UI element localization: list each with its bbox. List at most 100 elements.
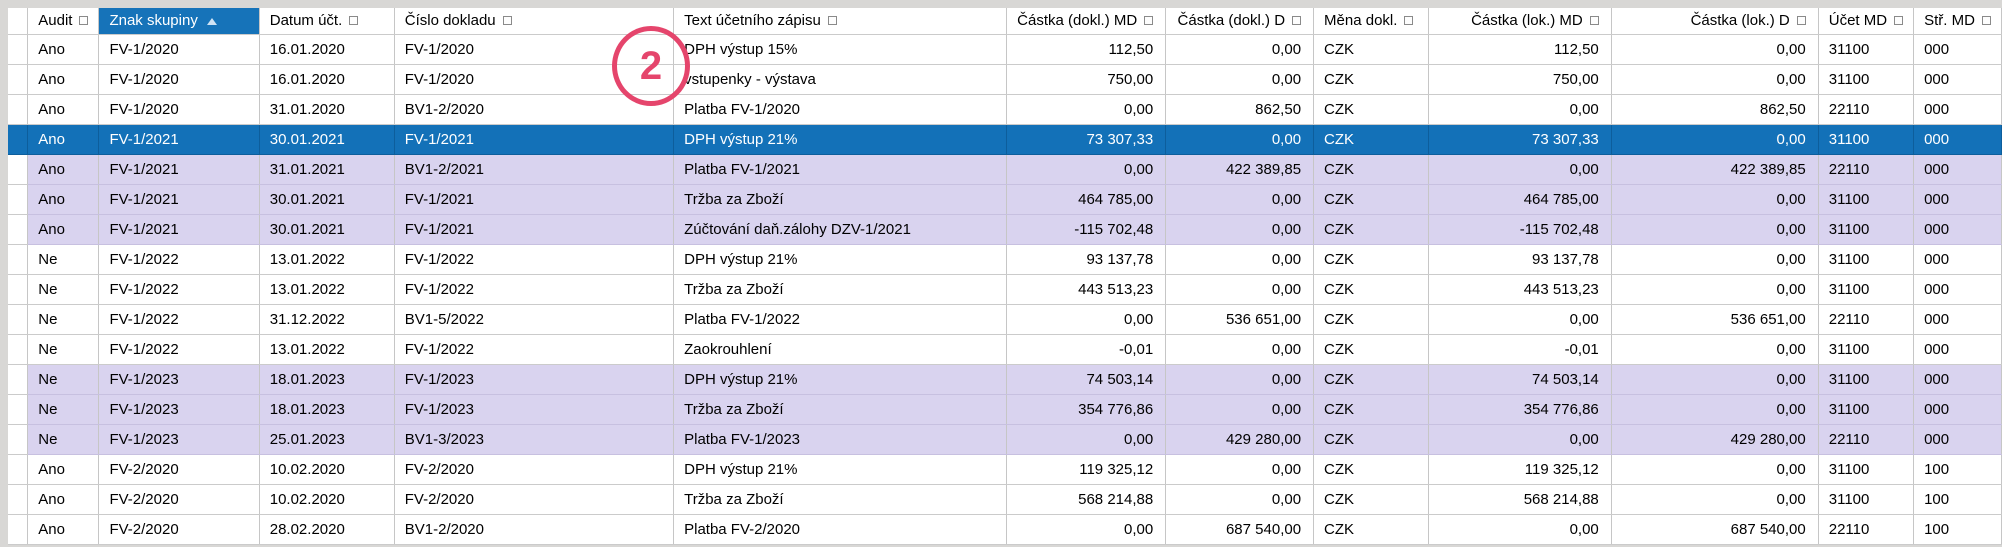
cell-datum-uct[interactable]: 30.01.2021 xyxy=(259,124,395,155)
cell-castka-dokl-d[interactable]: 0,00 xyxy=(1165,34,1315,65)
cell-datum-uct[interactable]: 28.02.2020 xyxy=(259,514,395,545)
cell-mena-dokl[interactable]: CZK xyxy=(1313,424,1429,455)
cell-castka-dokl-md[interactable]: 0,00 xyxy=(1006,514,1167,545)
filter-square-icon[interactable] xyxy=(349,16,359,26)
cell-ucet-md[interactable]: 22110 xyxy=(1818,154,1915,185)
cell-castka-dokl-md[interactable]: 443 513,23 xyxy=(1006,274,1167,305)
cell-castka-lok-md[interactable]: 112,50 xyxy=(1428,34,1612,65)
table-row[interactable]: Ano FV-2/2020 10.02.2020 FV-2/2020 DPH výstu… xyxy=(8,454,2002,485)
filter-square-icon[interactable] xyxy=(1144,16,1154,26)
cell-datum-uct[interactable]: 18.01.2023 xyxy=(259,394,395,425)
cell-audit[interactable]: Ne xyxy=(27,394,100,425)
cell-castka-lok-d[interactable]: 422 389,85 xyxy=(1611,154,1819,185)
cell-audit[interactable]: Ne xyxy=(27,364,100,395)
cell-castka-dokl-d[interactable]: 429 280,00 xyxy=(1165,424,1315,455)
filter-square-icon[interactable] xyxy=(1589,16,1599,26)
cell-castka-dokl-d[interactable]: 862,50 xyxy=(1165,94,1315,125)
cell-castka-lok-md[interactable]: 74 503,14 xyxy=(1428,364,1612,395)
filter-square-icon[interactable] xyxy=(1796,16,1806,26)
row-selector-cell[interactable] xyxy=(8,514,29,545)
cell-datum-uct[interactable]: 13.01.2022 xyxy=(259,334,395,365)
cell-ucet-md[interactable]: 31100 xyxy=(1818,334,1915,365)
table-row[interactable]: Ne FV-1/2022 13.01.2022 FV-1/2022 DPH výstup… xyxy=(8,244,2002,275)
cell-str-md[interactable]: 100 xyxy=(1913,514,2002,545)
cell-cislo-dokladu[interactable]: FV-1/2021 xyxy=(394,124,675,155)
cell-datum-uct[interactable]: 10.02.2020 xyxy=(259,454,395,485)
table-row[interactable]: Ano FV-2/2020 28.02.2020 BV1-2/2020 Platba F… xyxy=(8,514,2002,545)
cell-castka-dokl-d[interactable]: 0,00 xyxy=(1165,244,1315,275)
row-selector-cell[interactable] xyxy=(8,454,29,485)
cell-castka-dokl-d[interactable]: 0,00 xyxy=(1165,274,1315,305)
cell-ucet-md[interactable]: 31100 xyxy=(1818,244,1915,275)
column-header-text-zapisu[interactable]: Text účetního zápisu xyxy=(673,8,1008,35)
cell-audit[interactable]: Ne xyxy=(27,244,100,275)
cell-castka-lok-md[interactable]: 0,00 xyxy=(1428,304,1612,335)
cell-castka-lok-d[interactable]: 0,00 xyxy=(1611,334,1819,365)
row-selector-cell[interactable] xyxy=(8,94,29,125)
cell-datum-uct[interactable]: 16.01.2020 xyxy=(259,64,395,95)
cell-znak-skupiny[interactable]: FV-1/2022 xyxy=(98,244,260,275)
cell-datum-uct[interactable]: 30.01.2021 xyxy=(259,214,395,245)
cell-audit[interactable]: Ano xyxy=(27,94,100,125)
cell-castka-lok-md[interactable]: 354 776,86 xyxy=(1428,394,1612,425)
cell-text-zapisu[interactable]: vstupenky - výstava xyxy=(673,64,1008,95)
cell-znak-skupiny[interactable]: FV-1/2023 xyxy=(98,364,260,395)
cell-castka-lok-d[interactable]: 429 280,00 xyxy=(1611,424,1819,455)
cell-audit[interactable]: Ano xyxy=(27,514,100,545)
cell-audit[interactable]: Ano xyxy=(27,484,100,515)
cell-castka-lok-md[interactable]: 443 513,23 xyxy=(1428,274,1612,305)
cell-castka-dokl-md[interactable]: 0,00 xyxy=(1006,94,1167,125)
cell-cislo-dokladu[interactable]: FV-1/2022 xyxy=(394,244,675,275)
cell-castka-dokl-d[interactable]: 0,00 xyxy=(1165,64,1315,95)
cell-ucet-md[interactable]: 31100 xyxy=(1818,184,1915,215)
cell-datum-uct[interactable]: 31.01.2020 xyxy=(259,94,395,125)
column-header-castka-lok-md[interactable]: Částka (lok.) MD xyxy=(1428,8,1612,35)
cell-castka-dokl-md[interactable]: 119 325,12 xyxy=(1006,454,1167,485)
column-header-cislo-dokladu[interactable]: Číslo dokladu xyxy=(394,8,675,35)
table-row[interactable]: Ano FV-1/2021 30.01.2021 FV-1/2021 Tržba za … xyxy=(8,184,2002,215)
cell-castka-lok-md[interactable]: 750,00 xyxy=(1428,64,1612,95)
column-header-audit[interactable]: Audit xyxy=(27,8,100,35)
cell-audit[interactable]: Ano xyxy=(27,454,100,485)
cell-text-zapisu[interactable]: Zúčtování daň.zálohy DZV-1/2021 xyxy=(673,214,1008,245)
cell-ucet-md[interactable]: 22110 xyxy=(1818,94,1915,125)
cell-audit[interactable]: Ano xyxy=(27,154,100,185)
cell-castka-dokl-md[interactable]: 74 503,14 xyxy=(1006,364,1167,395)
cell-castka-lok-md[interactable]: 0,00 xyxy=(1428,514,1612,545)
cell-znak-skupiny[interactable]: FV-1/2021 xyxy=(98,214,260,245)
row-selector-cell[interactable] xyxy=(8,274,29,305)
cell-castka-dokl-md[interactable]: 354 776,86 xyxy=(1006,394,1167,425)
cell-castka-dokl-md[interactable]: -0,01 xyxy=(1006,334,1167,365)
row-selector-cell[interactable] xyxy=(8,394,29,425)
cell-castka-lok-d[interactable]: 0,00 xyxy=(1611,34,1819,65)
cell-mena-dokl[interactable]: CZK xyxy=(1313,274,1429,305)
row-selector-cell[interactable] xyxy=(8,154,29,185)
cell-castka-lok-md[interactable]: -0,01 xyxy=(1428,334,1612,365)
cell-castka-lok-d[interactable]: 536 651,00 xyxy=(1611,304,1819,335)
cell-castka-dokl-d[interactable]: 536 651,00 xyxy=(1165,304,1315,335)
cell-text-zapisu[interactable]: Zaokrouhlení xyxy=(673,334,1008,365)
cell-castka-lok-d[interactable]: 0,00 xyxy=(1611,394,1819,425)
table-row-selected[interactable]: Ano FV-1/2021 30.01.2021 FV-1/2021 DPH výstu… xyxy=(8,124,2002,155)
cell-datum-uct[interactable]: 31.12.2022 xyxy=(259,304,395,335)
table-row[interactable]: Ne FV-1/2022 31.12.2022 BV1-5/2022 Platba FV… xyxy=(8,304,2002,335)
cell-znak-skupiny[interactable]: FV-2/2020 xyxy=(98,514,260,545)
filter-square-icon[interactable] xyxy=(827,16,837,26)
cell-str-md[interactable]: 000 xyxy=(1913,334,2002,365)
cell-znak-skupiny[interactable]: FV-2/2020 xyxy=(98,454,260,485)
cell-audit[interactable]: Ano xyxy=(27,124,100,155)
cell-str-md[interactable]: 000 xyxy=(1913,214,2002,245)
cell-str-md[interactable]: 000 xyxy=(1913,424,2002,455)
cell-castka-dokl-md[interactable]: 0,00 xyxy=(1006,154,1167,185)
cell-mena-dokl[interactable]: CZK xyxy=(1313,184,1429,215)
column-header-castka-lok-d[interactable]: Částka (lok.) D xyxy=(1611,8,1819,35)
cell-audit[interactable]: Ne xyxy=(27,334,100,365)
row-selector-cell[interactable] xyxy=(8,244,29,275)
cell-ucet-md[interactable]: 22110 xyxy=(1818,304,1915,335)
table-row[interactable]: Ano FV-1/2021 30.01.2021 FV-1/2021 Zúčtování… xyxy=(8,214,2002,245)
cell-castka-lok-d[interactable]: 687 540,00 xyxy=(1611,514,1819,545)
cell-ucet-md[interactable]: 31100 xyxy=(1818,394,1915,425)
cell-str-md[interactable]: 000 xyxy=(1913,64,2002,95)
cell-datum-uct[interactable]: 10.02.2020 xyxy=(259,484,395,515)
row-selector-cell[interactable] xyxy=(8,334,29,365)
